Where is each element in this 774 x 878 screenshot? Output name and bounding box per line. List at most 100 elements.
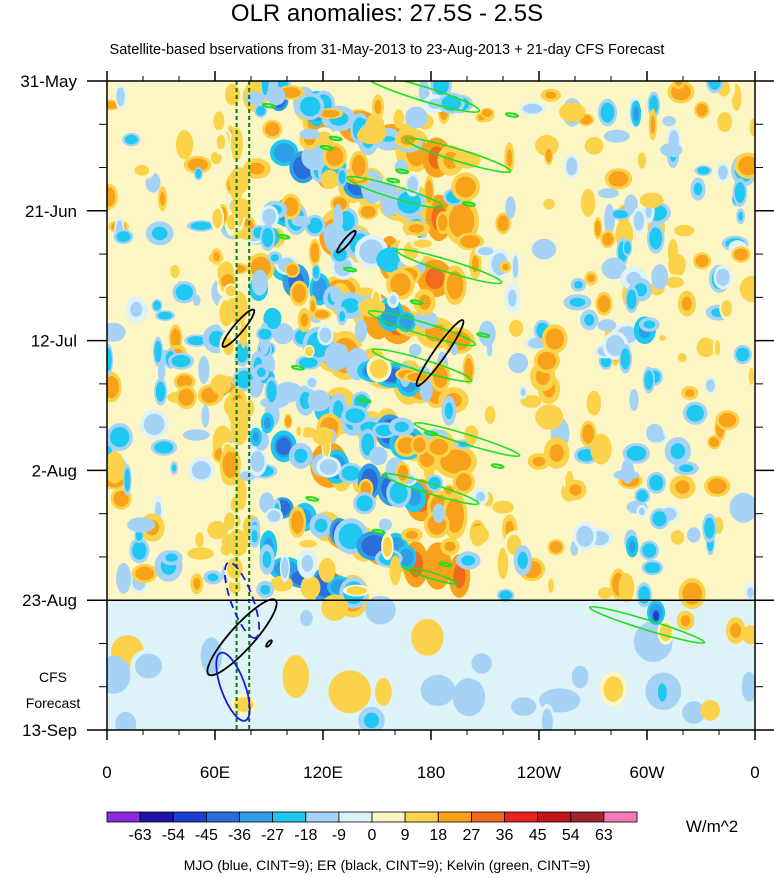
colorbar-swatch-11 bbox=[470, 811, 505, 823]
kelvin-dash-16 bbox=[319, 144, 334, 151]
anomaly-cell bbox=[237, 372, 252, 387]
anomaly-cell bbox=[665, 146, 678, 154]
colorbar-swatch-2 bbox=[172, 811, 207, 823]
anomaly-cell bbox=[262, 81, 268, 93]
anomaly-cell bbox=[337, 679, 362, 704]
colorbar-label-11: 36 bbox=[496, 827, 514, 844]
anomaly-cell bbox=[435, 507, 443, 519]
anomaly-cell bbox=[362, 207, 374, 217]
kelvin-contour-8 bbox=[403, 566, 459, 585]
colorbar-swatch-15 bbox=[603, 811, 638, 823]
kelvin-dash-5 bbox=[343, 266, 357, 273]
anomaly-cell bbox=[426, 182, 432, 201]
anomaly-cell bbox=[688, 406, 702, 420]
anomaly-cell bbox=[341, 526, 361, 547]
er-contour-4 bbox=[265, 639, 273, 648]
anomaly-cell bbox=[267, 383, 276, 400]
anomaly-cell bbox=[508, 536, 520, 553]
anomaly-cell bbox=[362, 242, 381, 261]
anomaly-cell bbox=[513, 258, 518, 276]
anomaly-cell bbox=[665, 118, 673, 124]
anomaly-cell bbox=[532, 456, 546, 467]
anomaly-cell bbox=[308, 379, 316, 387]
anomaly-cell bbox=[349, 587, 365, 594]
anomaly-cell bbox=[627, 198, 635, 211]
colorbar-swatch-3 bbox=[205, 811, 240, 823]
anomaly-cell bbox=[650, 115, 656, 134]
anomaly-cell bbox=[383, 539, 391, 555]
anomaly-cell bbox=[384, 189, 395, 210]
kelvin-dash-10 bbox=[424, 430, 438, 437]
anomaly-cell bbox=[525, 397, 537, 405]
anomaly-cell bbox=[745, 281, 755, 297]
anomaly-cell bbox=[159, 366, 164, 377]
anomaly-cell bbox=[332, 289, 337, 299]
kelvin-dash-6 bbox=[409, 299, 424, 306]
anomaly-cell bbox=[654, 512, 665, 525]
anomaly-cell bbox=[411, 346, 419, 354]
anomaly-cell bbox=[276, 437, 292, 456]
anomaly-cell bbox=[137, 568, 152, 579]
anomaly-cell bbox=[730, 623, 742, 638]
anomaly-cell bbox=[399, 439, 414, 452]
anomaly-cell bbox=[457, 178, 474, 195]
colorbar-swatch-5 bbox=[272, 811, 307, 823]
colorbar-swatch-10 bbox=[437, 811, 472, 823]
kelvin-dash-3 bbox=[461, 201, 476, 207]
anomaly-cell bbox=[624, 464, 632, 479]
anomaly-cell bbox=[369, 120, 381, 137]
anomaly-cell bbox=[434, 81, 448, 93]
anomaly-cell bbox=[224, 454, 237, 475]
anomaly-cell bbox=[564, 106, 580, 118]
anomaly-cell bbox=[628, 447, 645, 460]
kelvin-dash-1 bbox=[328, 135, 343, 142]
colorbar-label-10: 27 bbox=[463, 827, 481, 844]
anomaly-cell bbox=[681, 296, 692, 311]
anomaly-cell bbox=[710, 438, 719, 447]
chart-title: OLR anomalies: 27.5S - 2.5S bbox=[230, 0, 544, 27]
anomaly-cell bbox=[543, 711, 552, 730]
x-tick-label-2: 120E bbox=[303, 763, 343, 782]
anomaly-cell bbox=[392, 275, 409, 294]
anomaly-cell bbox=[573, 668, 587, 686]
colorbar-swatch-1 bbox=[139, 811, 174, 823]
anomaly-cell bbox=[107, 378, 118, 396]
anomaly-cell bbox=[624, 242, 631, 253]
anomaly-cell bbox=[444, 541, 456, 552]
anomaly-cell bbox=[136, 531, 142, 540]
kelvin-dash-0 bbox=[262, 102, 276, 109]
anomaly-cell bbox=[583, 426, 593, 442]
anomaly-cell bbox=[257, 107, 265, 115]
anomaly-cell bbox=[628, 540, 636, 553]
anomaly-cell bbox=[498, 217, 508, 230]
colorbar-label-12: 45 bbox=[529, 827, 547, 844]
anomaly-cell bbox=[414, 439, 425, 451]
anomaly-cell bbox=[520, 388, 526, 397]
colorbar-label-4: -27 bbox=[261, 827, 284, 844]
anomaly-cell bbox=[444, 402, 453, 420]
anomaly-cell bbox=[709, 81, 720, 88]
mjo-contour-1 bbox=[223, 561, 261, 639]
anomaly-cell bbox=[340, 348, 347, 358]
x-tick-label-5: 60W bbox=[630, 763, 665, 782]
axes: 0 60E 120E 180 120W 60W 0 31-May 21-Jun 12-Jul 2-A… bbox=[20, 71, 774, 782]
anomaly-cell bbox=[650, 427, 660, 439]
anomaly-cell bbox=[717, 270, 729, 284]
anomaly-cell bbox=[180, 390, 193, 404]
anomaly-cell bbox=[194, 297, 199, 304]
anomaly-cell bbox=[126, 135, 137, 144]
anomaly-cell bbox=[443, 97, 459, 110]
anomaly-cell bbox=[736, 184, 744, 201]
anomaly-cell bbox=[165, 553, 178, 562]
anomaly-cell bbox=[581, 116, 591, 124]
anomaly-cell bbox=[650, 97, 658, 113]
anomaly-cell bbox=[709, 480, 725, 493]
anomaly-cell bbox=[294, 448, 308, 463]
kelvin-dash-9 bbox=[357, 397, 372, 404]
anomaly-cell bbox=[197, 535, 203, 544]
colorbar-label-14: 63 bbox=[595, 827, 613, 844]
anomaly-cell bbox=[643, 320, 656, 329]
anomaly-cell bbox=[502, 263, 509, 271]
anomaly-cell bbox=[677, 353, 687, 363]
wave-filter-contours bbox=[107, 81, 755, 730]
